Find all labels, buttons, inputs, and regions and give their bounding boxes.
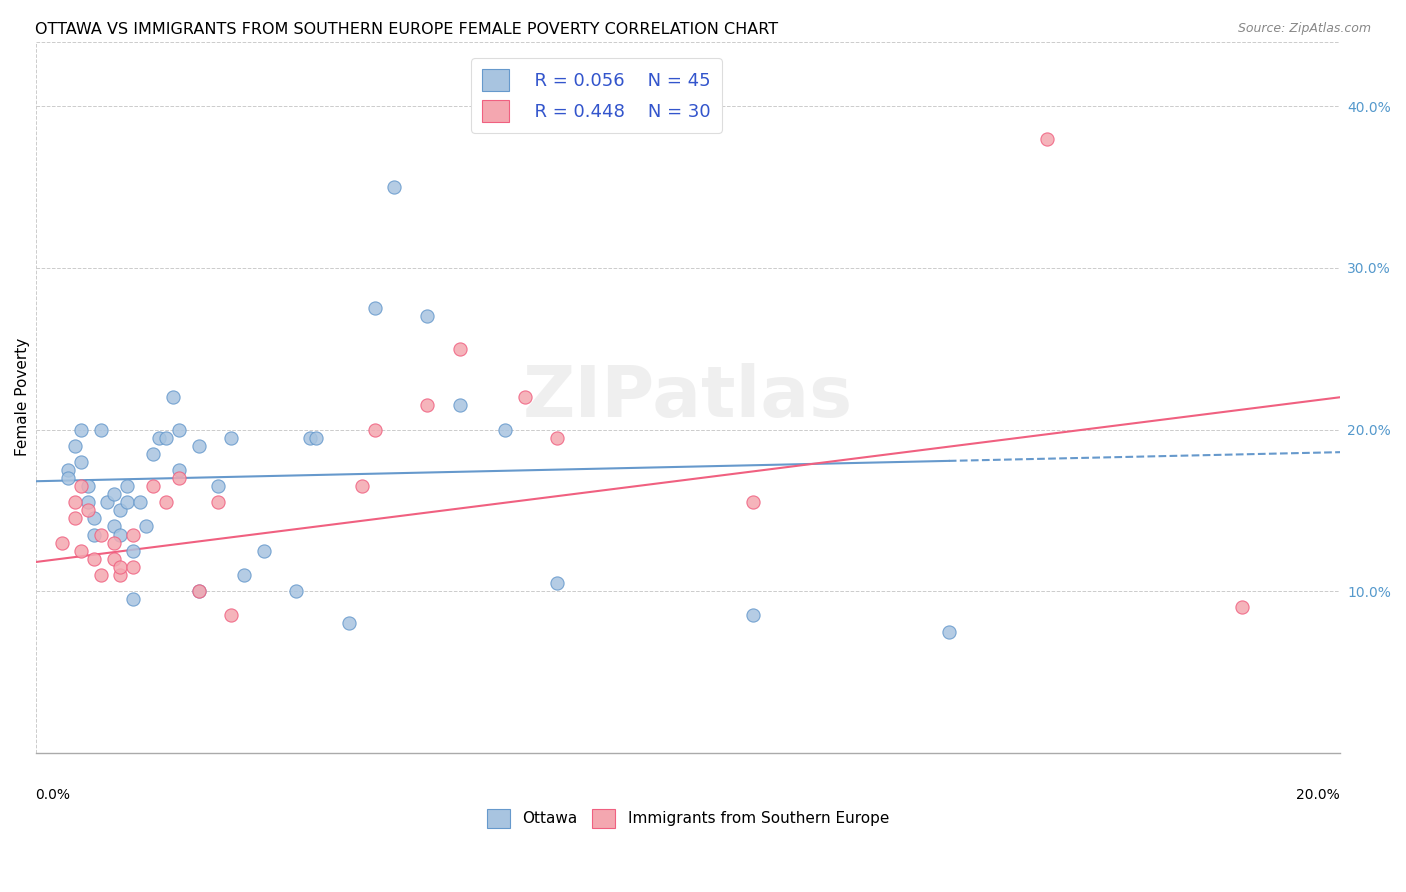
Point [350, 479, 373, 493]
Point [298, 431, 321, 445]
Point [494, 423, 516, 437]
Point [155, 431, 177, 445]
Point [207, 495, 229, 509]
Point [187, 439, 209, 453]
Point [155, 495, 177, 509]
Point [382, 180, 405, 194]
Point [115, 479, 138, 493]
Point [187, 584, 209, 599]
Point [90, 527, 112, 541]
Point [135, 519, 157, 533]
Point [129, 495, 152, 509]
Legend: Ottawa, Immigrants from Southern Europe: Ottawa, Immigrants from Southern Europe [481, 803, 896, 834]
Point [63, 511, 86, 525]
Point [115, 495, 138, 509]
Point [83, 511, 105, 525]
Point [103, 519, 125, 533]
Point [167, 423, 190, 437]
Point [122, 592, 145, 607]
Point [305, 431, 328, 445]
Point [162, 390, 184, 404]
Point [546, 576, 568, 591]
Point [219, 608, 242, 623]
Point [142, 447, 165, 461]
Point [513, 390, 536, 404]
Point [110, 560, 132, 574]
Point [207, 479, 229, 493]
Point [103, 535, 125, 549]
Point [76, 503, 98, 517]
Point [148, 431, 170, 445]
Point [51, 535, 73, 549]
Point [103, 551, 125, 566]
Text: OTTAWA VS IMMIGRANTS FROM SOUTHERN EUROPE FEMALE POVERTY CORRELATION CHART: OTTAWA VS IMMIGRANTS FROM SOUTHERN EUROP… [35, 22, 779, 37]
Text: 0.0%: 0.0% [35, 789, 70, 802]
Point [364, 301, 387, 316]
Point [364, 423, 387, 437]
Point [122, 527, 145, 541]
Point [167, 471, 190, 485]
Point [110, 527, 132, 541]
Point [70, 423, 93, 437]
Point [83, 551, 105, 566]
Point [70, 543, 93, 558]
Point [96, 495, 118, 509]
Point [90, 423, 112, 437]
Point [70, 455, 93, 469]
Point [546, 431, 568, 445]
Point [90, 568, 112, 582]
Point [449, 398, 471, 412]
Point [742, 495, 765, 509]
Point [167, 463, 190, 477]
Point [416, 398, 439, 412]
Point [1232, 600, 1254, 615]
Point [83, 527, 105, 541]
Point [56, 463, 79, 477]
Point [56, 471, 79, 485]
Point [122, 560, 145, 574]
Point [122, 543, 145, 558]
Point [76, 495, 98, 509]
Point [253, 543, 276, 558]
Text: 20.0%: 20.0% [1296, 789, 1340, 802]
Y-axis label: Female Poverty: Female Poverty [15, 338, 30, 457]
Point [63, 439, 86, 453]
Point [103, 487, 125, 501]
Point [110, 503, 132, 517]
Point [233, 568, 256, 582]
Point [337, 616, 360, 631]
Point [70, 479, 93, 493]
Point [110, 568, 132, 582]
Point [416, 310, 439, 324]
Point [219, 431, 242, 445]
Point [742, 608, 765, 623]
Point [76, 479, 98, 493]
Point [63, 495, 86, 509]
Point [1035, 131, 1057, 145]
Point [285, 584, 308, 599]
Point [187, 584, 209, 599]
Text: ZIPatlas: ZIPatlas [523, 363, 853, 432]
Point [938, 624, 960, 639]
Point [449, 342, 471, 356]
Point [142, 479, 165, 493]
Text: Source: ZipAtlas.com: Source: ZipAtlas.com [1237, 22, 1371, 36]
